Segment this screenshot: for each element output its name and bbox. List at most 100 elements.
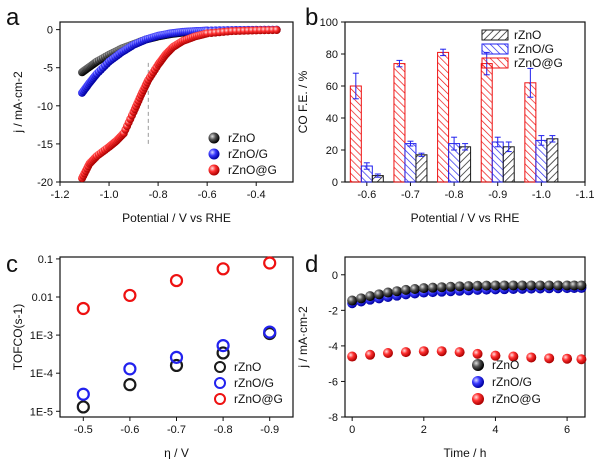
data-point-rzno xyxy=(481,280,492,291)
legend-label: rZnO/G xyxy=(514,42,554,56)
data-point-rzno xyxy=(576,280,587,291)
legend-swatch-rzno-at-g xyxy=(481,57,509,69)
bar-rzno-at-g xyxy=(393,63,406,183)
data-point-rzno xyxy=(76,400,90,414)
data-point-rzno xyxy=(169,358,184,373)
x-tick-label: -0.6 xyxy=(198,189,217,201)
data-point-rzno xyxy=(526,280,537,291)
x-tick-label: -1.0 xyxy=(100,189,119,201)
bar-rzno-g xyxy=(404,143,417,183)
data-point-rzno-at-g xyxy=(169,273,184,288)
legend-label: rZnO xyxy=(514,28,541,42)
x-tick-label: -0.7 xyxy=(167,424,186,436)
data-point-rzno xyxy=(535,280,546,291)
y-tick-label: 20 xyxy=(326,145,338,157)
x-tick-label: -0.5 xyxy=(74,424,93,436)
data-point-rzno xyxy=(553,280,564,291)
data-point-rzno xyxy=(400,284,411,295)
x-tick-label: -1.2 xyxy=(51,189,70,201)
x-tick-label: -0.9 xyxy=(260,424,279,436)
data-point-rzno xyxy=(418,283,429,294)
panel-letter: b xyxy=(305,4,318,31)
x-tick-label: -0.8 xyxy=(149,189,168,201)
x-tick-label: -0.9 xyxy=(488,189,507,201)
legend-label: rZnO/G xyxy=(234,376,274,390)
x-tick-label: 6 xyxy=(564,424,570,436)
data-point-rzno xyxy=(562,280,573,291)
data-point-rzno-g xyxy=(263,325,277,339)
data-point-rzno-at-g xyxy=(526,352,537,363)
data-point-rzno xyxy=(216,346,230,360)
x-axis-label: Time / h xyxy=(444,446,487,459)
panel-d: d 0 2 4 6 Time / h 0 -2 -4 -6 -8 j / mA·cm-2 rZnO rZn… xyxy=(296,251,587,459)
data-point-rzno xyxy=(409,284,420,294)
data-point-rzno xyxy=(445,281,456,292)
y-axis-label: j / mA·cm-2 xyxy=(11,71,25,134)
data-point-rzno-at-g xyxy=(382,348,393,358)
data-point-rzno-at-g xyxy=(576,354,587,365)
data-point-rzno xyxy=(463,281,474,292)
y-tick-label: 0 xyxy=(47,25,53,37)
y-axis-label: CO F.E. / % xyxy=(296,70,310,133)
data-point-rzno-g xyxy=(216,338,230,353)
bar-rzno-g xyxy=(491,141,504,183)
y-tick-label: 0 xyxy=(332,270,338,282)
legend-marker-rzno-g xyxy=(472,376,484,388)
bar-rzno xyxy=(546,138,559,183)
data-point-rzno xyxy=(436,282,447,293)
y-tick-label: 0 xyxy=(332,177,338,189)
data-point-rzno xyxy=(517,280,528,291)
legend-label: rZnO@G xyxy=(234,392,283,406)
y-tick-label: 0.01 xyxy=(32,292,53,304)
data-point-rzno-at-g xyxy=(263,256,277,270)
data-point-rzno-at-g xyxy=(76,301,90,316)
data-point-rzno xyxy=(374,289,385,300)
legend-label: rZnO xyxy=(234,360,261,374)
legend-marker-rzno xyxy=(472,359,484,371)
data-point-rzno-at-g xyxy=(400,347,411,358)
data-point-rzno-at-g xyxy=(472,348,483,359)
data-point-rzno xyxy=(382,287,393,298)
legend-label: rZnO@G xyxy=(228,163,277,177)
x-tick-label: -0.8 xyxy=(214,424,233,436)
y-tick-label: 1E-5 xyxy=(30,406,53,418)
data-point-rzno-at-g xyxy=(272,26,281,34)
data-point-rzno xyxy=(499,280,510,291)
legend-label: rZnO xyxy=(492,358,519,372)
x-tick-label: -0.6 xyxy=(120,424,139,436)
y-tick-label: -15 xyxy=(37,139,53,151)
y-tick-label: -8 xyxy=(328,412,338,424)
legend-label: rZnO@G xyxy=(514,56,563,70)
legend-marker-rzno-at-g xyxy=(472,393,484,405)
bar-rzno xyxy=(415,154,428,183)
data-point-rzno xyxy=(544,280,555,291)
legend-swatch-rzno-g xyxy=(481,43,509,55)
y-tick-label: 0.1 xyxy=(38,254,53,266)
data-point-rzno xyxy=(391,286,402,297)
plot-frame xyxy=(59,21,294,183)
data-point-rzno xyxy=(508,280,519,291)
data-point-rzno xyxy=(472,280,483,291)
legend-label: rZnO/G xyxy=(228,147,268,161)
legend-marker-rzno xyxy=(208,132,220,144)
y-axis-label: j / mA·cm-2 xyxy=(296,306,310,369)
bar-rzno-at-g xyxy=(349,85,362,183)
plot-frame xyxy=(344,256,586,418)
data-point-rzno-at-g xyxy=(123,288,137,303)
y-tick-label: -20 xyxy=(37,177,53,189)
panel-letter: a xyxy=(6,4,20,31)
y-tick-label: -4 xyxy=(328,341,338,353)
x-tick-label: -1.1 xyxy=(576,189,595,201)
y-tick-label: -6 xyxy=(328,376,338,388)
data-point-rzno-at-g xyxy=(436,346,447,357)
x-tick-label: -0.7 xyxy=(401,189,420,201)
panel-b: b -0.6 -0.7 -0.8 -0.9 -1.0 -1.1 Potential / V v… xyxy=(296,4,594,225)
legend-marker-rzno-at-g xyxy=(208,164,220,176)
x-tick-label: 0 xyxy=(349,424,355,436)
x-tick-label: 2 xyxy=(421,424,427,436)
data-point-rzno-at-g xyxy=(454,347,465,358)
data-point-rzno xyxy=(123,378,137,392)
bar-rzno-at-g xyxy=(480,63,493,183)
data-point-rzno-at-g xyxy=(508,351,519,362)
